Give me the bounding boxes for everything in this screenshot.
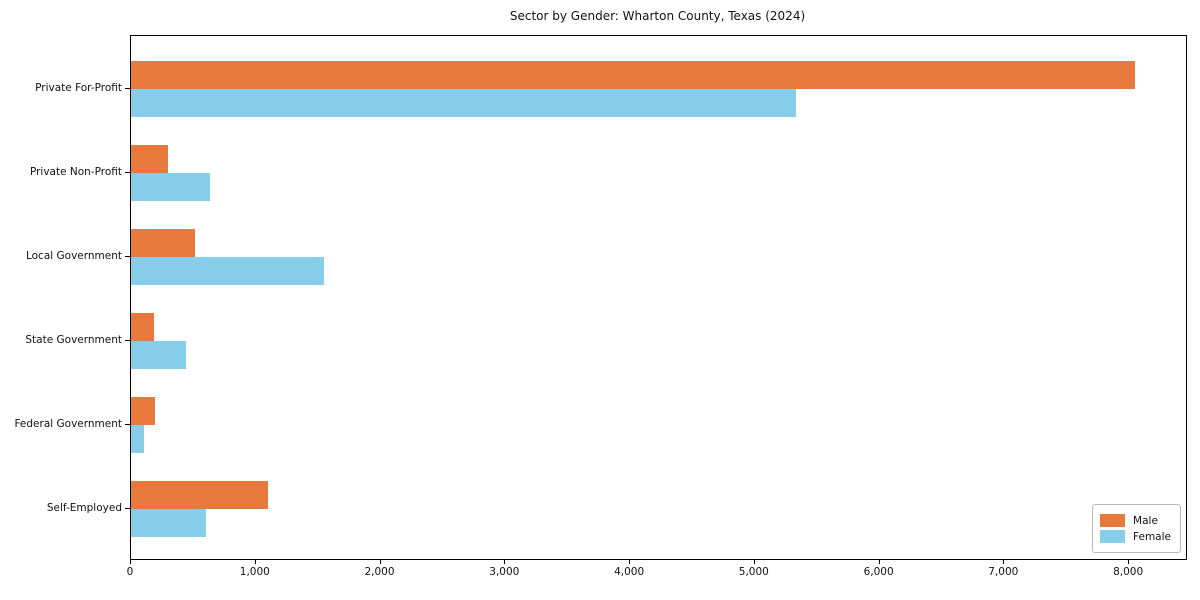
legend-label-male: Male — [1133, 514, 1158, 527]
bar-self-employed-male — [131, 481, 269, 509]
y-tick-state-government — [125, 340, 130, 341]
x-tick-label-6000: 6,000 — [863, 566, 894, 578]
bar-private-non-profit-female — [131, 173, 210, 201]
bar-local-government-male — [131, 229, 195, 257]
legend: Male Female — [1092, 504, 1181, 553]
category-label-state-government: State Government — [25, 334, 122, 346]
y-tick-private-for-profit — [125, 88, 130, 89]
x-tick-8000 — [1128, 559, 1130, 564]
bar-private-non-profit-male — [131, 145, 169, 173]
x-tick-label-7000: 7,000 — [988, 566, 1019, 578]
x-tick-5000 — [753, 559, 755, 564]
x-tick-0 — [130, 559, 131, 564]
bar-federal-government-male — [131, 397, 155, 425]
legend-entry-female: Female — [1100, 530, 1171, 543]
x-tick-label-1000: 1,000 — [239, 566, 270, 578]
y-tick-self-employed — [125, 508, 130, 509]
bar-private-for-profit-male — [131, 61, 1136, 89]
chart-title: Sector by Gender: Wharton County, Texas … — [509, 9, 806, 23]
bar-state-government-male — [131, 313, 154, 341]
legend-swatch-male — [1100, 514, 1126, 527]
bar-state-government-female — [131, 341, 186, 369]
plot-area: Male Female — [130, 35, 1187, 560]
bar-private-for-profit-female — [131, 89, 796, 117]
bar-self-employed-female — [131, 509, 206, 537]
y-tick-federal-government — [125, 424, 130, 425]
x-tick-2000 — [379, 559, 381, 564]
x-tick-7000 — [1003, 559, 1005, 564]
category-label-local-government: Local Government — [25, 250, 122, 262]
x-tick-label-3000: 3,000 — [489, 566, 520, 578]
category-label-private-for-profit: Private For-Profit — [35, 82, 122, 94]
y-tick-private-non-profit — [125, 172, 130, 173]
legend-entry-male: Male — [1100, 514, 1171, 527]
bar-local-government-female — [131, 257, 325, 285]
legend-label-female: Female — [1133, 530, 1171, 543]
x-tick-1000 — [254, 559, 256, 564]
category-label-federal-government: Federal Government — [14, 418, 122, 430]
x-tick-3000 — [504, 559, 506, 564]
x-tick-label-8000: 8,000 — [1113, 566, 1144, 578]
category-label-self-employed: Self-Employed — [46, 502, 122, 514]
x-tick-label-0: 0 — [126, 566, 134, 578]
legend-swatch-female — [1100, 530, 1126, 543]
x-tick-label-2000: 2,000 — [364, 566, 395, 578]
x-tick-label-4000: 4,000 — [614, 566, 645, 578]
x-tick-4000 — [629, 559, 631, 564]
bar-federal-government-female — [131, 425, 144, 453]
y-tick-local-government — [125, 256, 130, 257]
category-label-private-non-profit: Private Non-Profit — [29, 166, 122, 178]
x-tick-label-5000: 5,000 — [738, 566, 769, 578]
x-tick-6000 — [878, 559, 880, 564]
